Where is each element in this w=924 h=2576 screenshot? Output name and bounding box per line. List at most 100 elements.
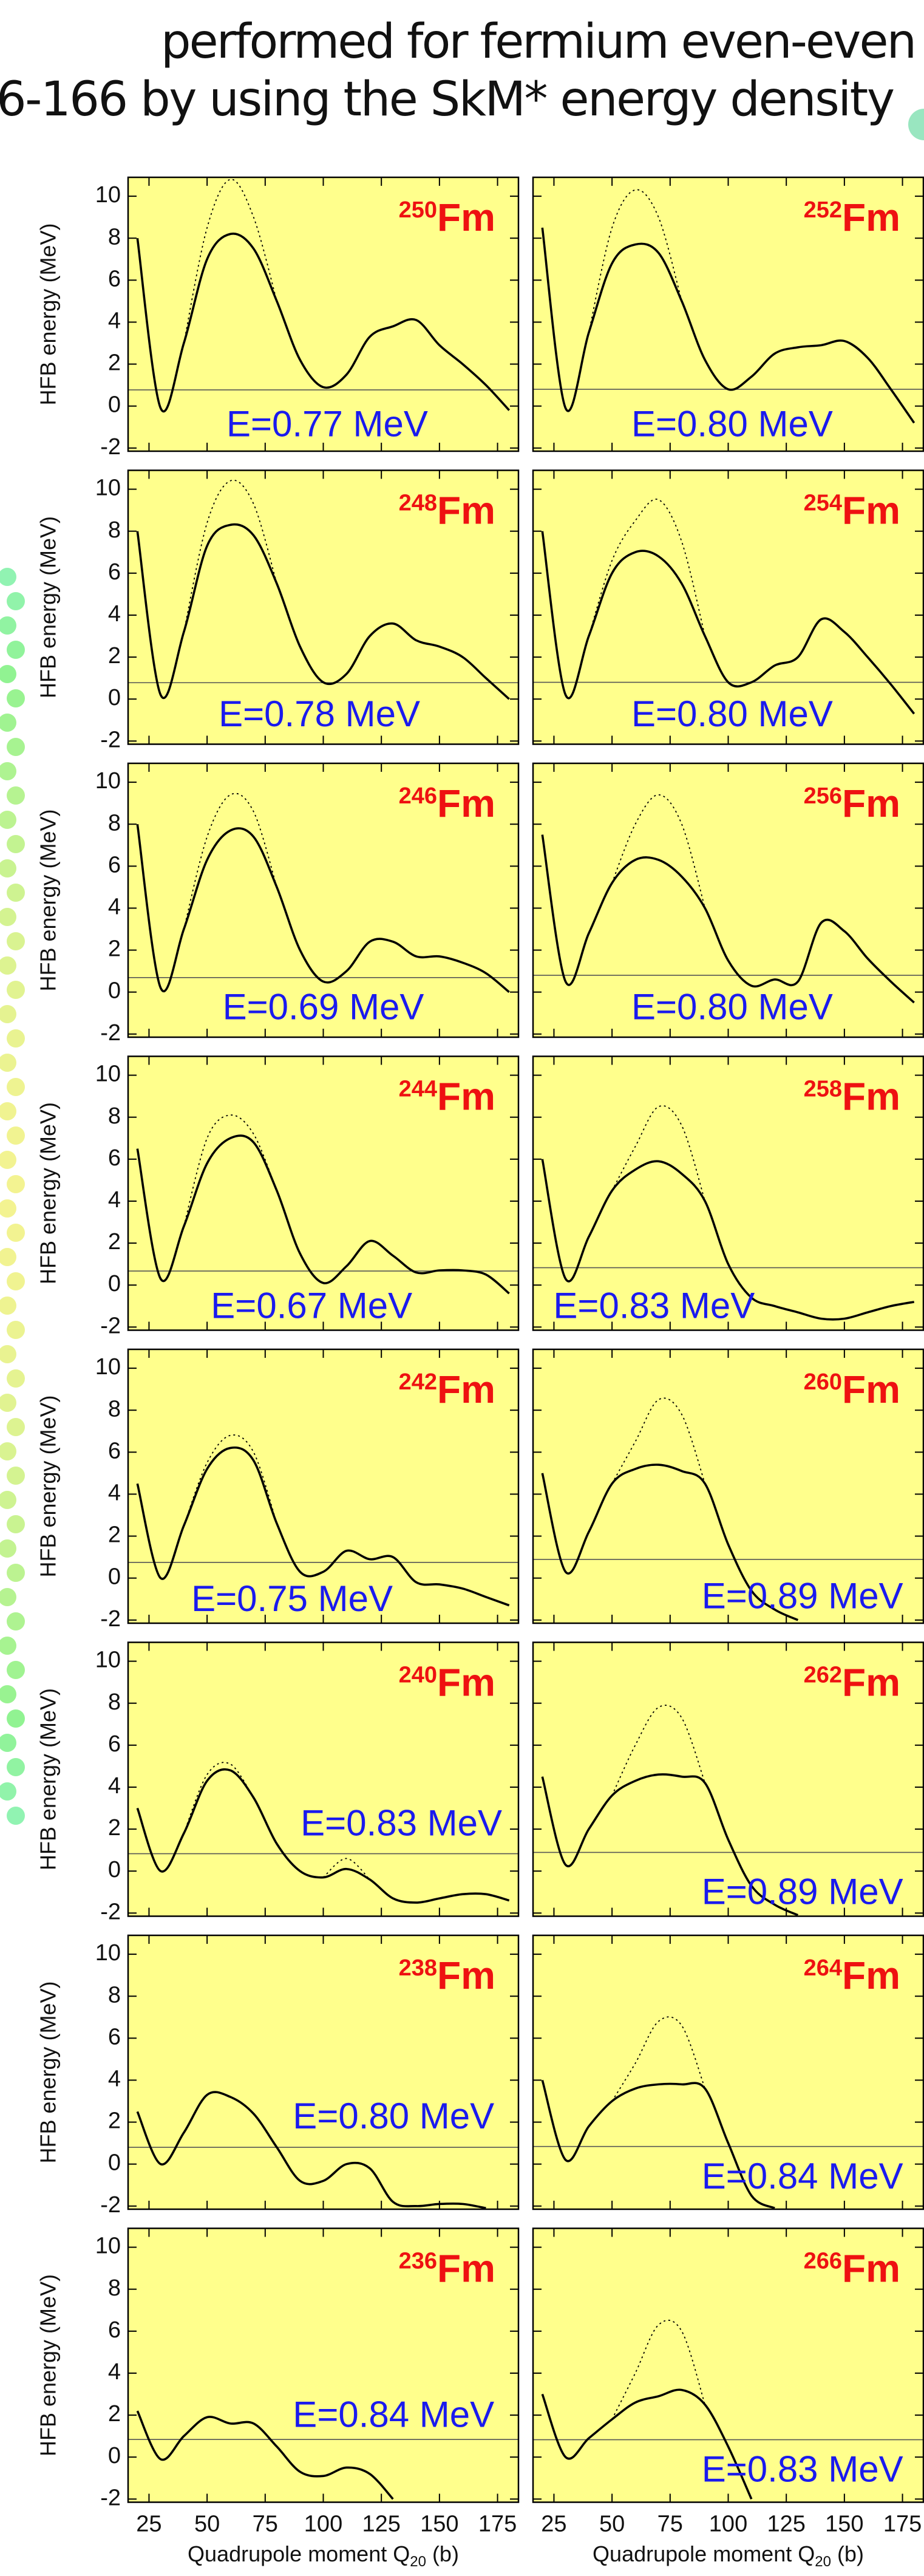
energy-curve: [136, 2091, 486, 2209]
element: Fm: [842, 196, 900, 239]
plot-frame: [532, 1934, 924, 2210]
header-line: 6-166 by using the SkM* energy density: [0, 72, 895, 127]
y-tick-label: 6: [108, 2317, 121, 2343]
y-tick-label: 2: [108, 643, 121, 669]
x-axis-label-sub: 20: [815, 2554, 831, 2570]
y-tick-label: 10: [95, 1940, 121, 1966]
bubble: [7, 1369, 25, 1388]
nucleus-title: 244Fm: [399, 1075, 495, 1119]
bubble: [7, 1515, 25, 1533]
nucleus-title: 252Fm: [804, 196, 900, 239]
nucleus-title: 264Fm: [804, 1954, 900, 1997]
panel: 258Fm E=0.83 MeV: [532, 1055, 924, 1331]
y-tick-label: 4: [108, 2066, 121, 2091]
energy-curve: [541, 531, 916, 715]
curves: [136, 479, 510, 700]
energy-curve: [541, 2388, 753, 2500]
mass-number: 260: [804, 1369, 842, 1395]
bubble: [0, 568, 16, 586]
y-tick-label: -2: [100, 1313, 121, 1338]
dotted-curve: [183, 179, 277, 344]
nucleus-title: 262Fm: [804, 1661, 900, 1705]
y-axis-label: HFB energy (MeV): [36, 1688, 61, 1870]
y-tick-label: 6: [108, 2024, 121, 2050]
y-tick-label: 0: [108, 2443, 121, 2469]
panel: -2 0 2 4 6 8 10 240Fm E=0.83 MeV HFB energy (MeV): [36, 1641, 520, 1924]
x-tick-label: 175: [883, 2512, 922, 2537]
energy-curve: [136, 1134, 510, 1295]
bubble: [7, 1126, 25, 1145]
plot-area: [128, 1056, 518, 1331]
y-tick-label: 2: [108, 2108, 121, 2134]
dotted-curve: [588, 499, 706, 636]
energy-label: E=0.80 MeV: [293, 2096, 494, 2136]
bubble: [0, 1151, 16, 1169]
plot-frame: [127, 1934, 520, 2210]
x-axis-label-sub: 20: [410, 2554, 426, 2570]
y-axis-label: HFB energy (MeV): [36, 1981, 61, 2163]
nucleus-title: 246Fm: [399, 782, 495, 825]
element: Fm: [842, 1368, 900, 1411]
energy-curve: [541, 227, 916, 424]
plot-area: [533, 1935, 923, 2209]
y-tick-label: 4: [108, 601, 121, 627]
y-axis-label: HFB energy (MeV): [36, 1102, 61, 1284]
y-tick-label: 10: [95, 182, 121, 208]
bubble: [0, 956, 16, 975]
y-tick-label: 0: [108, 1564, 121, 1590]
dotted-curve: [611, 2016, 706, 2102]
y-tick-label: 10: [95, 768, 121, 794]
bubble: [7, 1418, 25, 1436]
y-tick-label: 4: [108, 1773, 121, 1799]
y-tick-label: -2: [100, 2192, 121, 2218]
y-tick-label: 6: [108, 559, 121, 585]
bubble: [0, 1199, 16, 1218]
plot-area: [128, 2228, 518, 2503]
bubble: [0, 1248, 16, 1266]
bubble: [7, 1078, 25, 1096]
dotted-curve: [611, 794, 706, 908]
y-tick-label: 2: [108, 1229, 121, 1255]
curves: [136, 2091, 486, 2209]
y-tick-label: 8: [108, 810, 121, 836]
curves: [541, 2016, 775, 2209]
panel: -2 0 2 4 6 8 10 244Fm E=0.67 MeV HFB energy (MeV): [36, 1055, 520, 1338]
bubble: [7, 981, 25, 999]
x-axis-label-unit: (b): [432, 2541, 459, 2566]
plot-area: [533, 1349, 923, 1623]
y-tick-label: -2: [100, 1020, 121, 1046]
mass-number: 250: [399, 197, 437, 223]
y-tick-label: 8: [108, 1103, 121, 1129]
energy-label: E=0.83 MeV: [553, 1285, 755, 1326]
nucleus-title: 250Fm: [399, 196, 495, 239]
energy-curve: [541, 1463, 799, 1621]
mass-number: 238: [399, 1955, 437, 1981]
mass-number: 264: [804, 1955, 842, 1981]
mass-number: 242: [399, 1369, 437, 1395]
curves: [136, 179, 511, 413]
nucleus-title: 240Fm: [399, 1661, 495, 1705]
x-tick-label: 125: [767, 2512, 805, 2537]
energy-label: E=0.84 MeV: [293, 2394, 494, 2435]
panel: 254Fm E=0.80 MeV: [532, 469, 924, 745]
x-tick-label: 25: [136, 2512, 161, 2537]
y-tick-label: 0: [108, 978, 121, 1004]
x-tick-label: 150: [825, 2512, 863, 2537]
curves: [541, 499, 916, 715]
y-tick-label: -2: [100, 1606, 121, 1632]
y-tick-label: 0: [108, 685, 121, 710]
x-tick-label: 50: [599, 2512, 625, 2537]
plot-frame: [127, 1055, 520, 1331]
energy-label: E=0.80 MeV: [631, 403, 833, 444]
nucleus-title: 238Fm: [399, 1954, 495, 1997]
plot-area: [128, 1642, 518, 1917]
plot-frame: [127, 1348, 520, 1624]
dotted-curve: [183, 1762, 370, 1880]
element: Fm: [842, 1075, 900, 1119]
bubble: [7, 1807, 25, 1825]
y-axis-label: HFB energy (MeV): [36, 2274, 61, 2456]
decoration-strip: [0, 568, 25, 1825]
mass-number: 256: [804, 783, 842, 809]
energy-label: E=0.89 MeV: [702, 1575, 903, 1616]
